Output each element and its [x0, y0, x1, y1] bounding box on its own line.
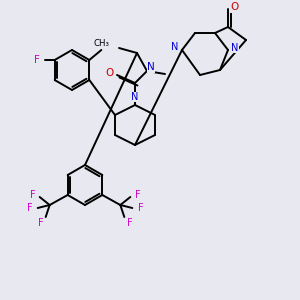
Text: F: F: [27, 203, 32, 213]
Text: N: N: [171, 42, 179, 52]
Text: F: F: [38, 218, 43, 228]
Text: F: F: [127, 218, 132, 228]
Text: N: N: [147, 62, 155, 72]
Text: O: O: [105, 68, 113, 78]
Text: CH₃: CH₃: [93, 38, 109, 47]
Text: F: F: [134, 190, 140, 200]
Text: F: F: [34, 55, 40, 65]
Text: N: N: [231, 43, 239, 53]
Text: F: F: [30, 190, 35, 200]
Text: O: O: [230, 2, 238, 12]
Text: N: N: [131, 92, 139, 102]
Text: F: F: [137, 203, 143, 213]
